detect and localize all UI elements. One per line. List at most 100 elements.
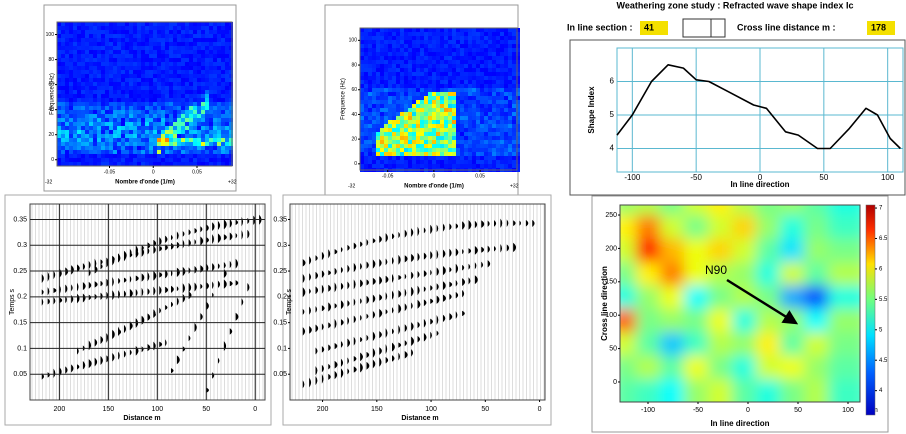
spectrum-pixel [404,40,408,44]
spectrum-pixel [420,132,424,136]
spectrum-pixel [137,58,141,62]
spectrum-pixel [476,88,480,92]
x-tick-label: 200 [317,406,329,413]
spectrum-pixel [121,102,125,106]
spectrum-pixel [85,110,89,114]
spectrum-pixel [416,80,420,84]
spectrum-pixel [508,164,512,168]
spectrum-pixel [404,36,408,40]
x-tick-label: 100 [425,406,437,413]
spectrum-pixel [468,92,472,96]
spectrum-pixel [157,118,161,122]
spectrum-pixel [133,74,137,78]
spectrum-pixel [157,98,161,102]
spectrum-pixel [153,146,157,150]
spectrum-pixel [65,30,69,34]
spectrum-pixel [137,110,141,114]
spectrum-pixel [61,66,65,70]
spectrum-pixel [508,36,512,40]
spectrum-pixel [185,154,189,158]
wavelet [229,219,232,228]
spectrum-pixel [213,114,217,118]
spectrum-pixel [468,148,472,152]
spectrum-pixel [117,150,121,154]
spectrum-pixel [380,120,384,124]
spectrum-pixel [173,58,177,62]
spectrum-pixel [428,136,432,140]
spectrum-pixel [193,162,197,166]
spectrum-pixel [105,62,109,66]
spectrum-pixel [181,110,185,114]
spectrum-pixel [432,92,436,96]
spectrum-pixel [388,132,392,136]
spectrum-pixel [504,72,508,76]
spectrum-pixel [420,72,424,76]
spectrum-pixel [221,50,225,54]
spectrum-pixel [448,64,452,68]
spectrum-pixel [137,98,141,102]
spectrum-pixel [141,162,145,166]
spectrum-pixel [376,152,380,156]
spectrum-pixel [89,54,93,58]
spectrum-pixel [408,80,412,84]
spectrum-pixel [368,144,372,148]
y-tick-label: 100 [349,38,358,44]
spectrum-pixel [121,86,125,90]
spectrum-pixel [364,44,368,48]
wavelet [468,263,471,270]
spectrum-pixel [85,102,89,106]
spectrum-pixel [73,30,77,34]
spectrum-pixel [153,102,157,106]
spectrum-pixel [376,68,380,72]
spectrum-pixel [77,58,81,62]
spectrum-pixel [380,124,384,128]
spectrum-pixel [185,26,189,30]
spectrum-pixel [205,150,209,154]
spectrum-pixel [85,130,89,134]
spectrum-pixel [93,154,97,158]
wavelet [430,331,432,339]
wavelet [411,228,414,237]
spectrum-pixel [440,164,444,168]
spectrum-pixel [125,118,129,122]
wavelet [47,271,50,282]
spectrum-pixel [121,142,125,146]
spectrum-pixel [57,82,61,86]
spectrum-pixel [440,136,444,140]
spectrum-pixel [424,116,428,120]
spectrum-pixel [508,48,512,52]
spectrum-pixel [201,94,205,98]
spectrum-pixel [97,158,101,162]
spectrum-pixel [440,100,444,104]
wavelet [532,219,535,227]
spectrum-pixel [488,128,492,132]
wavelet [315,271,319,280]
spectrum-pixel [380,164,384,168]
spectrum-pixel [484,68,488,72]
spectrum-pixel [448,100,452,104]
spectrum-pixel [388,140,392,144]
spectrum-pixel [77,70,81,74]
y-tick-label: 80 [48,57,54,63]
spectrum-pixel [376,156,380,160]
slider-box[interactable] [682,18,726,38]
spectrum-pixel [77,22,81,26]
spectrum-pixel [101,26,105,30]
spectrum-pixel [436,100,440,104]
spectrum-pixel [125,158,129,162]
spectrum-pixel [492,160,496,164]
spectrum-pixel [61,142,65,146]
spectrum-pixel [428,48,432,52]
panel-frame [4,194,272,426]
spectrum-pixel [61,34,65,38]
spectrum-pixel [221,30,225,34]
spectrum-pixel [488,72,492,76]
spectrum-pixel [209,110,213,114]
spectrum-pixel [392,164,396,168]
spectrum-pixel [133,146,137,150]
spectrum-pixel [432,124,436,128]
spectrum-pixel [432,132,436,136]
spectrum-pixel [448,108,452,112]
spectrum-pixel [85,66,89,70]
spectrum-pixel [436,116,440,120]
